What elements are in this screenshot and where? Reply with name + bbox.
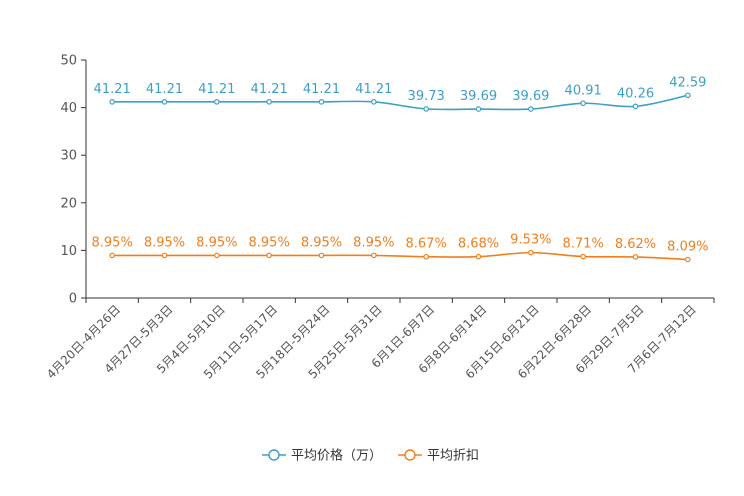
data-label: 8.71% bbox=[563, 237, 604, 252]
data-point[interactable] bbox=[318, 99, 325, 105]
data-label: 40.91 bbox=[565, 83, 602, 98]
data-label: 39.69 bbox=[460, 89, 497, 104]
data-label: 8.95% bbox=[196, 235, 237, 250]
data-point[interactable] bbox=[161, 99, 168, 105]
data-label: 8.67% bbox=[406, 237, 447, 252]
y-tick-label: 50 bbox=[60, 54, 77, 69]
data-point[interactable] bbox=[371, 252, 377, 259]
data-label: 41.21 bbox=[198, 82, 235, 97]
data-point[interactable] bbox=[475, 106, 482, 112]
data-point[interactable] bbox=[580, 100, 586, 107]
data-point[interactable] bbox=[423, 253, 429, 260]
data-label: 41.21 bbox=[355, 82, 392, 97]
data-point[interactable] bbox=[685, 92, 691, 99]
data-point[interactable] bbox=[580, 253, 586, 260]
legend-marker bbox=[268, 449, 280, 461]
y-tick-label: 10 bbox=[60, 244, 77, 259]
series-avg-discount: 8.95% 8.95% 8.95% 8.95% 8.95% 8.95% 8.67% 8.68%… bbox=[92, 233, 708, 263]
legend-label: 平均折扣 bbox=[427, 449, 479, 464]
data-label: 8.95% bbox=[92, 235, 133, 250]
legend[interactable]: 平均价格（万） 平均折扣 bbox=[262, 448, 479, 464]
data-label: 39.69 bbox=[512, 89, 549, 104]
data-label: 39.73 bbox=[408, 89, 445, 104]
data-label: 8.95% bbox=[144, 235, 185, 250]
y-tick-label: 0 bbox=[69, 292, 77, 307]
data-label: 9.53% bbox=[510, 233, 551, 248]
data-point[interactable] bbox=[266, 252, 272, 259]
data-point[interactable] bbox=[475, 253, 482, 260]
series-avg-price: 41.21 41.21 41.21 41.21 41.21 41.21 39.73 39.69… bbox=[94, 75, 706, 112]
data-label: 8.68% bbox=[458, 237, 499, 252]
data-point[interactable] bbox=[214, 99, 220, 105]
data-point[interactable] bbox=[528, 106, 534, 112]
data-label: 8.95% bbox=[301, 235, 342, 250]
data-point[interactable] bbox=[266, 99, 272, 105]
data-label: 40.26 bbox=[617, 86, 654, 101]
series-group: 41.21 41.21 41.21 41.21 41.21 41.21 39.73 39.69… bbox=[92, 75, 708, 263]
data-point[interactable] bbox=[632, 254, 639, 260]
data-label: 41.21 bbox=[303, 82, 340, 97]
data-label: 41.21 bbox=[94, 82, 131, 97]
data-label: 41.21 bbox=[146, 82, 183, 97]
data-point[interactable] bbox=[214, 252, 220, 259]
data-point[interactable] bbox=[371, 99, 377, 105]
y-tick-label: 30 bbox=[60, 149, 77, 164]
data-point[interactable] bbox=[161, 252, 168, 259]
data-point[interactable] bbox=[109, 99, 115, 105]
legend-item-avg-price[interactable]: 平均价格（万） bbox=[262, 448, 382, 464]
series-line bbox=[112, 251, 688, 261]
legend-marker bbox=[404, 449, 416, 461]
y-tick-label: 20 bbox=[60, 196, 77, 211]
legend-label: 平均价格（万） bbox=[291, 448, 382, 464]
data-label: 42.59 bbox=[669, 75, 706, 90]
data-label: 8.95% bbox=[249, 235, 290, 250]
data-label: 41.21 bbox=[251, 82, 288, 97]
legend-item-avg-discount[interactable]: 平均折扣 bbox=[398, 449, 479, 464]
data-point[interactable] bbox=[109, 252, 115, 259]
data-label: 8.62% bbox=[615, 237, 656, 252]
data-point[interactable] bbox=[528, 249, 534, 256]
y-tick-label: 40 bbox=[60, 101, 77, 116]
series-line bbox=[112, 94, 688, 111]
data-point[interactable] bbox=[685, 256, 691, 263]
data-point[interactable] bbox=[318, 252, 325, 259]
data-point[interactable] bbox=[632, 103, 639, 110]
data-label: 8.09% bbox=[667, 239, 708, 254]
data-point[interactable] bbox=[423, 106, 429, 112]
data-label: 8.95% bbox=[353, 235, 394, 250]
